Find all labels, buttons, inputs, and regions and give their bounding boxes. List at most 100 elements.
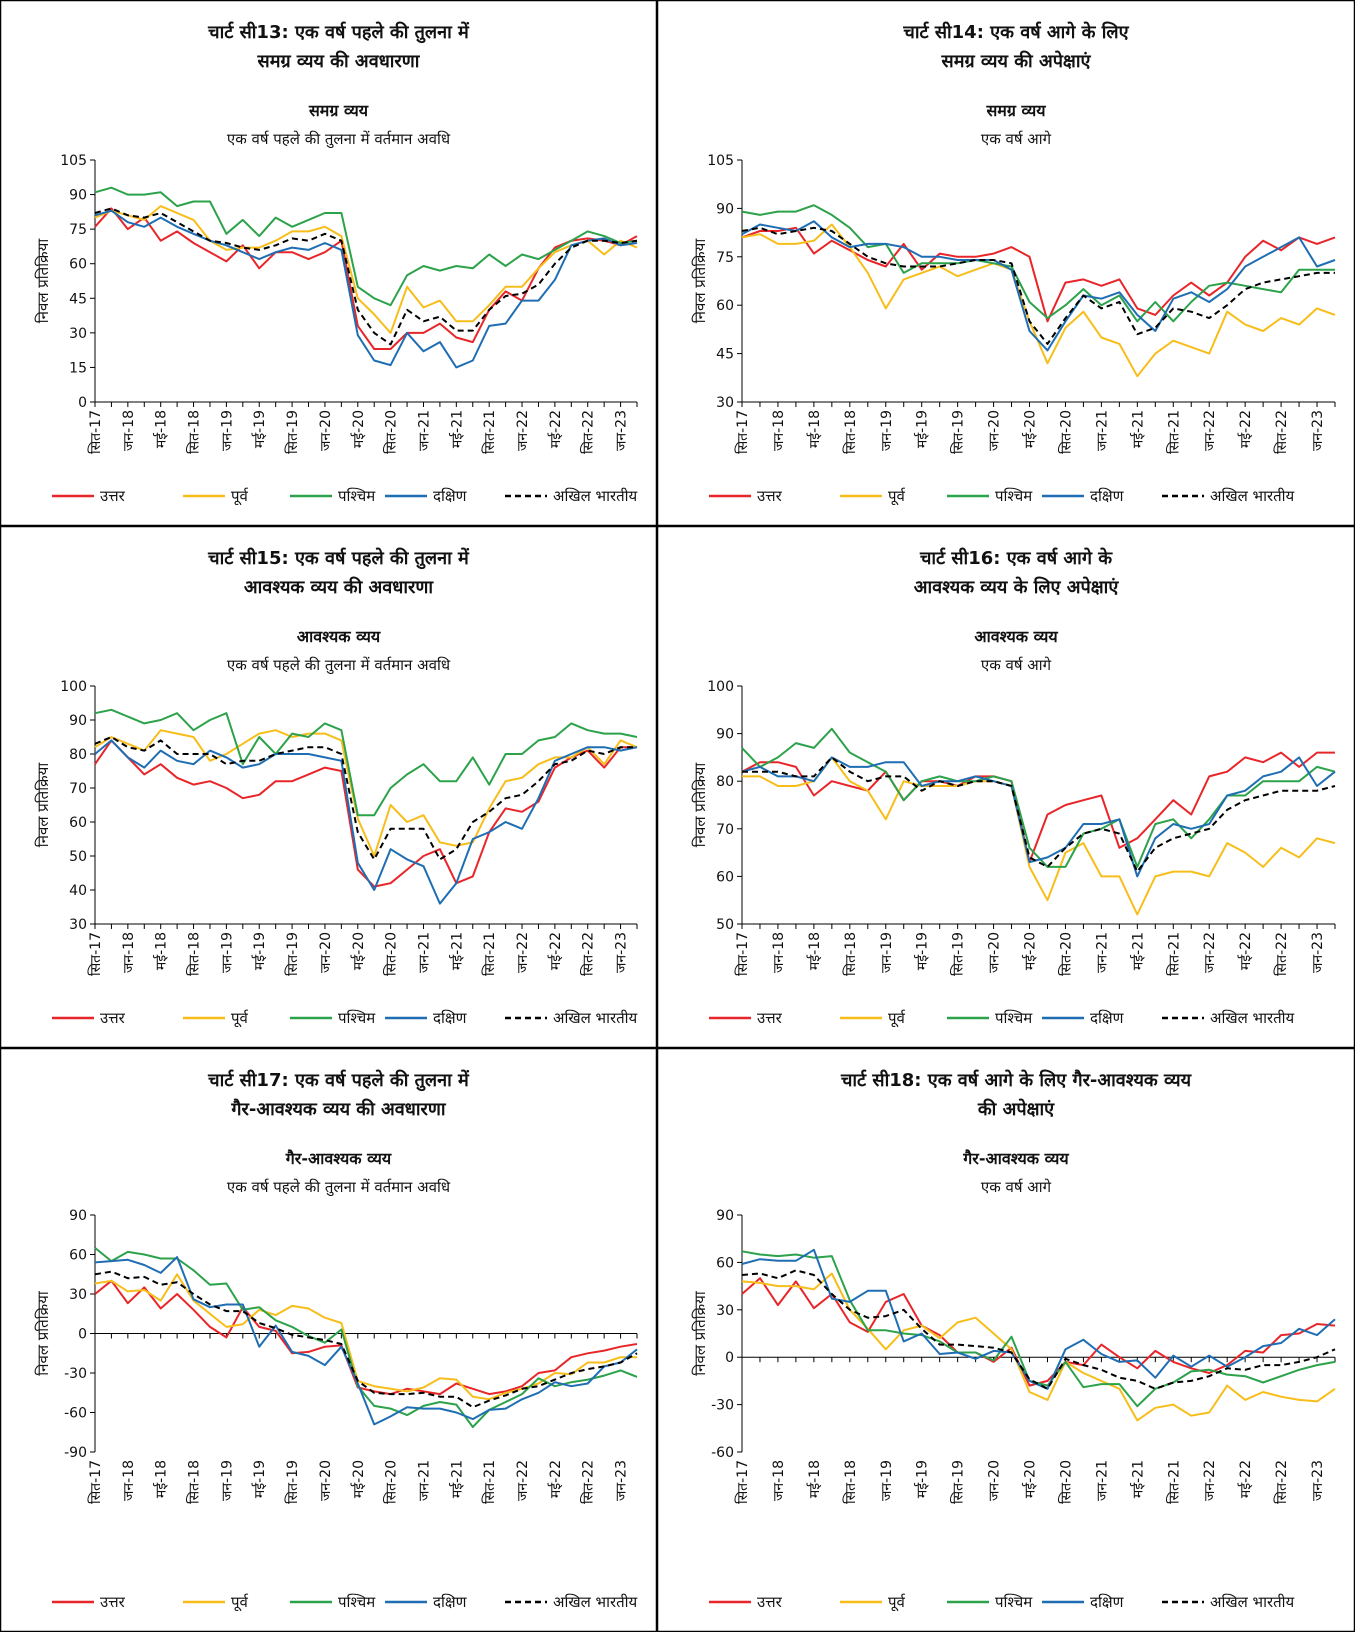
y-axis-label: निवल प्रतिक्रिया — [34, 238, 52, 324]
y-tick-label: -30 — [64, 1366, 87, 1382]
series-line — [94, 207, 638, 350]
x-tick-label: मई-18 — [806, 410, 823, 448]
chart-title: समग्र व्यय की अवधारणा — [257, 50, 421, 72]
x-tick-label: मई-19 — [914, 1460, 931, 1498]
x-tick-label: जन-21 — [1094, 1460, 1110, 1501]
x-tick-label: मई-21 — [1129, 1460, 1146, 1498]
legend-label: दक्षिण — [433, 487, 468, 505]
x-tick-label: जन-19 — [879, 932, 895, 973]
chart-description: एक वर्ष पहले की तुलना में वर्तमान अवधि — [227, 656, 451, 675]
legend-label: उत्तर — [100, 1593, 126, 1611]
legend-label: उत्तर — [100, 1009, 126, 1027]
x-tick-label: सित-21 — [1165, 1460, 1182, 1504]
legend-label: पश्चिम — [338, 1593, 376, 1611]
legend-label: दक्षिण — [1090, 1593, 1125, 1611]
x-tick-label: जन-23 — [614, 1460, 630, 1501]
x-tick-label: सित-20 — [1057, 410, 1074, 454]
series-line — [741, 756, 1336, 878]
x-tick-label: सित-18 — [842, 1460, 859, 1504]
chart-panel: चार्ट सी13: एक वर्ष पहले की तुलना में समग… — [0, 0, 658, 527]
y-tick-label: 80 — [716, 774, 734, 790]
legend-label: उत्तर — [757, 1009, 783, 1027]
x-tick-label: मई-18 — [153, 410, 170, 448]
x-tick-label: सित-20 — [1057, 932, 1074, 976]
x-tick-label: सित-20 — [1057, 1460, 1074, 1504]
x-tick-label: जन-19 — [219, 410, 235, 451]
x-tick-label: मई-21 — [1129, 410, 1146, 448]
y-tick-label: 45 — [716, 347, 734, 363]
chart-title: आवश्यक व्यय के लिए अपेक्षाएं — [914, 576, 1120, 598]
x-tick-label: जन-20 — [987, 410, 1003, 451]
legend-label: अखिल भारतीय — [553, 1009, 638, 1027]
x-tick-label: जन-23 — [1310, 932, 1326, 973]
chart-description: एक वर्ष आगे — [981, 656, 1052, 674]
y-tick-label: 70 — [716, 822, 734, 838]
y-axis-label: निवल प्रतिक्रिया — [691, 762, 709, 848]
x-tick-label: सित-19 — [284, 410, 301, 454]
y-axis-label: निवल प्रतिक्रिया — [691, 1290, 709, 1376]
series-line — [94, 205, 638, 334]
y-tick-label: 100 — [60, 679, 87, 695]
legend-label: अखिल भारतीय — [553, 1593, 638, 1611]
legend-label: दक्षिण — [433, 1009, 468, 1027]
x-tick-label: सित-20 — [383, 410, 400, 454]
y-tick-label: 80 — [69, 747, 87, 763]
x-tick-label: सित-18 — [842, 932, 859, 976]
x-tick-label: सित-22 — [580, 410, 597, 454]
x-tick-label: जन-23 — [1310, 410, 1326, 451]
legend-label: उत्तर — [757, 1593, 783, 1611]
x-tick-label: मई-18 — [153, 932, 170, 970]
x-tick-label: जन-20 — [318, 410, 334, 451]
panel-border — [0, 525, 658, 1049]
chart-panel: चार्ट सी15: एक वर्ष पहले की तुलना में आवश… — [0, 525, 658, 1049]
chart-subtitle: समग्र व्यय — [308, 101, 369, 120]
x-tick-label: सित-17 — [87, 1460, 104, 1504]
y-tick-label: 100 — [707, 679, 734, 695]
x-tick-label: सित-21 — [481, 410, 498, 454]
legend-label: दक्षिण — [1090, 487, 1125, 505]
x-tick-label: सित-20 — [383, 932, 400, 976]
y-tick-label: 60 — [716, 1255, 734, 1271]
chart-description: एक वर्ष आगे — [981, 1178, 1052, 1196]
x-tick-label: सित-18 — [186, 932, 203, 976]
y-tick-label: 105 — [707, 153, 734, 169]
series-line — [742, 756, 1336, 916]
series-line — [742, 756, 1336, 873]
series-line — [741, 226, 1335, 345]
x-tick-label: सित-19 — [950, 932, 967, 976]
chart-title: चार्ट सी15: एक वर्ष पहले की तुलना में — [207, 547, 470, 570]
x-tick-label: जन-22 — [515, 1460, 531, 1501]
series-line — [741, 204, 1335, 323]
legend-label: अखिल भारतीय — [1210, 487, 1295, 505]
x-tick-label: मई-19 — [251, 932, 268, 970]
y-tick-label: 90 — [716, 1208, 734, 1224]
chart-title: चार्ट सी17: एक वर्ष पहले की तुलना में — [207, 1069, 470, 1092]
x-tick-label: सित-17 — [734, 1460, 751, 1504]
chart-panel: चार्ट सी14: एक वर्ष आगे के लिए समग्र व्यय… — [656, 0, 1355, 527]
x-tick-label: मई-19 — [251, 1460, 268, 1498]
y-tick-label: 60 — [69, 815, 87, 831]
series-line — [94, 186, 638, 307]
y-tick-label: 60 — [716, 298, 734, 314]
x-tick-label: जन-23 — [614, 932, 630, 973]
series-line — [741, 226, 1336, 323]
chart-panel: चार्ट सी17: एक वर्ष पहले की तुलना में गैर… — [0, 1047, 658, 1632]
x-tick-label: मई-21 — [448, 410, 465, 448]
x-tick-label: मई-20 — [350, 932, 367, 970]
chart-title: चार्ट सी13: एक वर्ष पहले की तुलना में — [207, 21, 470, 44]
x-tick-label: मई-19 — [914, 410, 931, 448]
series-line — [94, 739, 638, 905]
y-tick-label: 60 — [69, 257, 87, 273]
series-line — [94, 209, 638, 369]
legend-label: पूर्व — [231, 1593, 249, 1612]
series-line — [94, 1279, 638, 1396]
chart-title: चार्ट सी18: एक वर्ष आगे के लिए गैर-आवश्य… — [840, 1069, 1193, 1091]
y-tick-label: 60 — [69, 1248, 87, 1264]
series-line — [94, 708, 638, 817]
legend-label: पूर्व — [888, 1009, 906, 1028]
x-tick-label: जन-20 — [318, 1460, 334, 1501]
y-tick-label: 0 — [725, 1350, 734, 1366]
legend-label: अखिल भारतीय — [1210, 1009, 1295, 1027]
y-tick-label: 90 — [716, 727, 734, 743]
